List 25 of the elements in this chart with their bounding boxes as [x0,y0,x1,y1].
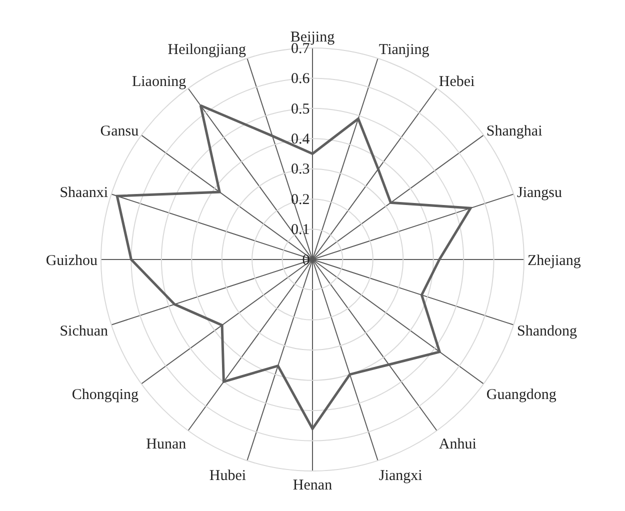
spoke-label: Shanghai [486,124,542,140]
spoke-label: Jiangsu [516,185,562,202]
spoke-label: Shandong [516,324,578,340]
spoke-label: Chongqing [72,386,140,403]
y-tick-label: 0.4 [291,132,310,148]
spoke-label: Hubei [209,468,246,484]
spoke-label: Heilongjiang [168,42,247,58]
spoke-label: Zhejiang [528,252,582,269]
spoke-label: Hebei [438,74,475,90]
spoke-label: Henan [292,478,333,494]
spoke-label: Liaoning [132,74,187,90]
spoke-label: Jiangxi [378,468,422,484]
spoke-label: Gansu [100,124,140,140]
y-tick-label: 0.3 [291,162,310,178]
spoke-label: Guangdong [486,386,557,403]
y-tick-label: 0.5 [291,101,310,118]
spoke-label: Sichuan [60,324,109,340]
y-tick-label: 0 [302,252,310,268]
spoke-label: Guizhou [46,252,98,269]
y-tick-label: 0.2 [291,192,310,208]
spoke-label: Anhui [438,436,476,453]
spoke-label: Shaanxi [60,185,108,202]
spoke-label: Hunan [146,436,187,453]
spoke-label: Tianjing [378,42,430,58]
y-tick-label: 0.6 [291,71,310,88]
